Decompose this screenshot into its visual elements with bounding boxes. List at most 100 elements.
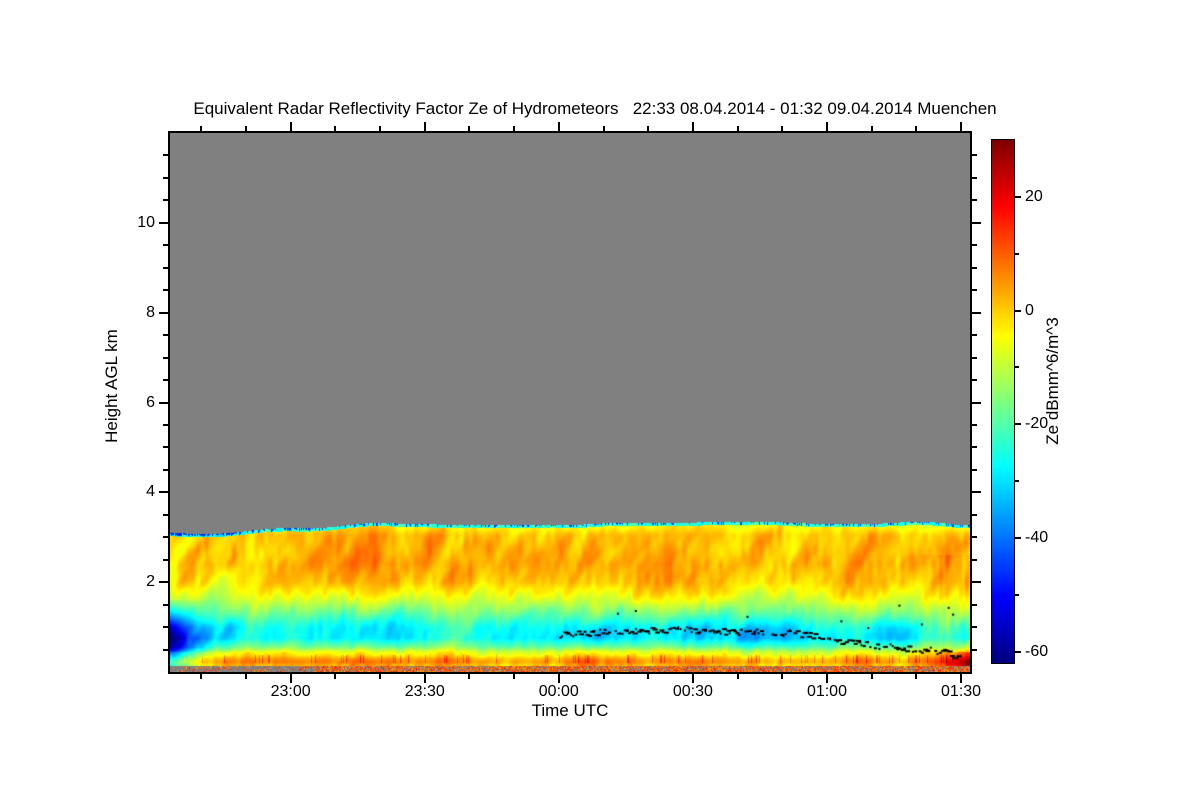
x-major-tick [423, 674, 426, 683]
x-minor-tick-top [736, 126, 739, 131]
x-major-tick [289, 674, 292, 683]
y-minor-tick [163, 423, 168, 426]
x-minor-tick [513, 674, 516, 679]
y-minor-tick-right [972, 176, 977, 179]
y-major-tick-right [972, 221, 981, 224]
y-minor-tick-right [972, 289, 977, 292]
x-minor-tick [602, 674, 605, 679]
x-minor-tick-top [781, 126, 784, 131]
y-major-tick [159, 311, 168, 314]
y-minor-tick [163, 289, 168, 292]
colorbar-tick-label: -20 [1025, 415, 1049, 433]
colorbar-tick-label: -40 [1025, 528, 1049, 546]
x-minor-tick [870, 674, 873, 679]
colorbar-minor-tick [1015, 480, 1019, 483]
x-minor-tick [736, 674, 739, 679]
x-minor-tick-top [870, 126, 873, 131]
x-minor-tick [781, 674, 784, 679]
y-minor-tick-right [972, 513, 977, 516]
y-minor-tick-right [972, 244, 977, 247]
colorbar-minor-tick [1015, 593, 1019, 596]
colorbar-major-tick [1015, 423, 1021, 426]
x-major-tick [691, 674, 694, 683]
x-major-tick-top [423, 122, 426, 131]
x-axis-title: Time UTC [531, 701, 609, 720]
x-minor-tick [379, 674, 382, 679]
y-minor-tick-right [972, 266, 977, 269]
y-minor-tick [163, 244, 168, 247]
y-minor-tick [163, 266, 168, 269]
y-minor-tick [163, 334, 168, 337]
x-minor-tick-top [468, 126, 471, 131]
x-major-tick-top [825, 122, 828, 131]
colorbar-tick-label: 0 [1025, 301, 1034, 319]
y-major-tick [159, 401, 168, 404]
x-minor-tick-top [915, 126, 918, 131]
y-minor-tick-right [972, 558, 977, 561]
y-minor-tick-right [972, 446, 977, 449]
x-major-tick-top [691, 122, 694, 131]
chart-title: Equivalent Radar Reflectivity Factor Ze … [193, 99, 997, 118]
x-tick-label: 00:00 [538, 683, 579, 700]
y-minor-tick [163, 176, 168, 179]
colorbar-title: Ze dBmm^6/m^3 [1043, 317, 1062, 445]
y-major-tick [159, 491, 168, 494]
colorbar-major-tick [1015, 650, 1021, 653]
y-minor-tick-right [972, 648, 977, 651]
y-major-tick-right [972, 581, 981, 584]
y-major-tick [159, 581, 168, 584]
x-minor-tick-top [602, 126, 605, 131]
y-major-tick-right [972, 401, 981, 404]
x-minor-tick-top [200, 126, 203, 131]
x-tick-label: 23:00 [270, 683, 311, 700]
y-minor-tick-right [972, 423, 977, 426]
colorbar-major-tick [1015, 536, 1021, 539]
x-major-tick-top [557, 122, 560, 131]
y-tick-label: 4 [146, 483, 155, 501]
y-minor-tick [163, 154, 168, 157]
x-major-tick [825, 674, 828, 683]
x-tick-label: 01:30 [941, 683, 982, 700]
x-tick-label: 00:30 [672, 683, 713, 700]
y-minor-tick [163, 626, 168, 629]
colorbar-minor-tick [1015, 366, 1019, 369]
colorbar-minor-tick [1015, 252, 1019, 255]
x-major-tick [960, 674, 963, 683]
y-minor-tick-right [972, 536, 977, 539]
y-minor-tick [163, 468, 168, 471]
y-minor-tick [163, 536, 168, 539]
y-minor-tick-right [972, 379, 977, 382]
y-minor-tick [163, 558, 168, 561]
y-minor-tick [163, 356, 168, 359]
y-minor-tick-right [972, 626, 977, 629]
colorbar-major-tick [1015, 309, 1021, 312]
y-minor-tick-right [972, 468, 977, 471]
y-minor-tick [163, 648, 168, 651]
y-major-tick [159, 221, 168, 224]
y-tick-label: 6 [146, 393, 155, 411]
x-minor-tick [200, 674, 203, 679]
x-minor-tick-top [379, 126, 382, 131]
colorbar-major-tick [1015, 195, 1021, 198]
x-minor-tick [244, 674, 247, 679]
y-major-tick-right [972, 311, 981, 314]
x-minor-tick-top [244, 126, 247, 131]
colorbar-tick-label: -60 [1025, 642, 1049, 660]
x-minor-tick [334, 674, 337, 679]
x-minor-tick-top [513, 126, 516, 131]
x-major-tick-top [289, 122, 292, 131]
colorbar-gradient [992, 140, 1014, 663]
y-minor-tick-right [972, 199, 977, 202]
y-tick-label: 10 [137, 213, 155, 231]
x-minor-tick [647, 674, 650, 679]
plot-frame [168, 131, 972, 674]
y-minor-tick [163, 446, 168, 449]
y-tick-label: 8 [146, 303, 155, 321]
x-major-tick-top [960, 122, 963, 131]
y-minor-tick [163, 603, 168, 606]
y-minor-tick [163, 379, 168, 382]
x-tick-label: 01:00 [806, 683, 847, 700]
x-tick-label: 23:30 [404, 683, 445, 700]
y-tick-label: 2 [146, 573, 155, 591]
